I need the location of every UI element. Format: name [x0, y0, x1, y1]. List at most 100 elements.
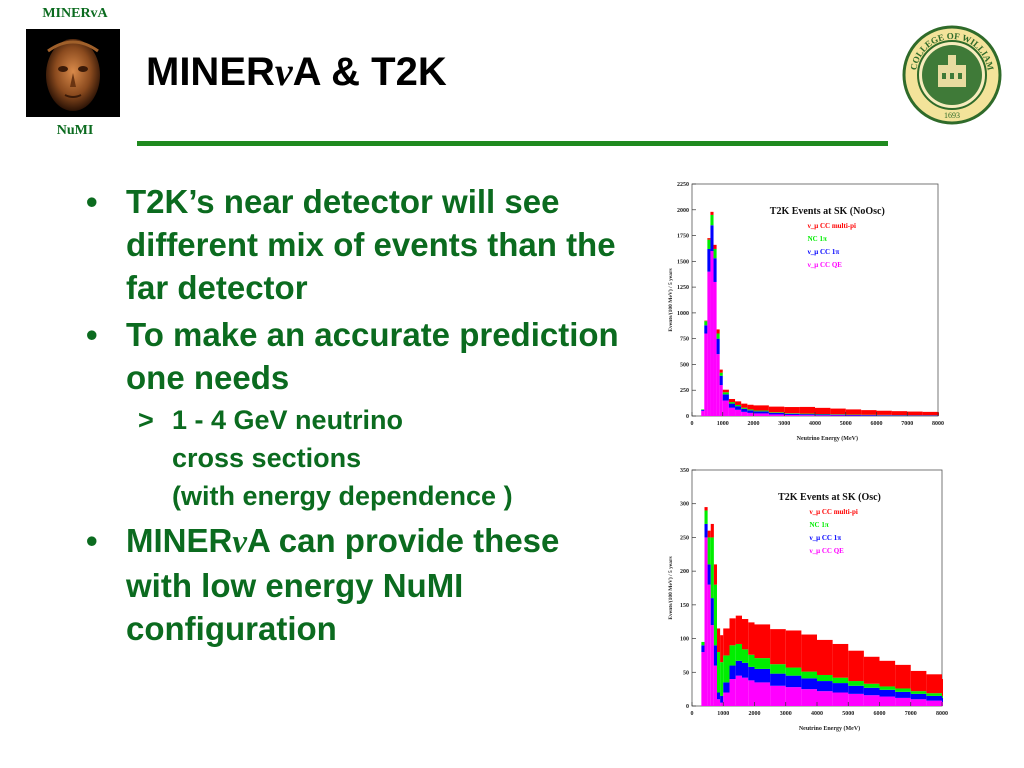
- bar-segment: [817, 674, 833, 682]
- numi-brand-label: NuMI: [56, 123, 94, 138]
- bar-segment: [707, 537, 711, 565]
- y-tick-label: 250: [680, 388, 689, 394]
- bar-segment: [723, 692, 730, 706]
- y-tick-label: 750: [680, 337, 689, 343]
- bar-segment: [785, 667, 802, 676]
- bar-segment: [938, 412, 939, 416]
- chart-noosc-svg: 0 1000 2000 3000 4000 5000 6000 7000 8000 0 250 500…: [667, 182, 944, 442]
- bar-segment: [710, 214, 714, 226]
- bar-segment: [768, 412, 785, 413]
- bar-segment: [707, 530, 711, 538]
- bullet-minerva-provides: • MINERνA can provide these with low ene…: [86, 519, 626, 650]
- bar-segment: [895, 688, 911, 692]
- bar-segment: [863, 683, 880, 688]
- bar-segment: [926, 693, 942, 696]
- bar-segment: [741, 408, 748, 412]
- bar-segment: [728, 407, 736, 416]
- bar-segment: [801, 671, 817, 679]
- bar-segment: [701, 410, 705, 416]
- y-tick-label: 1500: [677, 259, 689, 265]
- bar-segment: [704, 523, 708, 538]
- bar-segment: [942, 679, 943, 696]
- bar-segment: [713, 584, 717, 646]
- bar-segment: [704, 321, 708, 326]
- bar-segment: [753, 410, 769, 412]
- bar-segment: [832, 683, 849, 693]
- bar-segment: [754, 668, 771, 683]
- college-seal-logo: COLLEGE OF WILLIAM & MARY 1693: [898, 17, 1002, 125]
- bar-segment: [832, 643, 849, 678]
- bar-segment: [754, 658, 771, 669]
- bar-segment: [799, 415, 815, 416]
- bar-segment: [770, 664, 786, 674]
- bar-segment: [770, 629, 786, 665]
- plot-frame: [691, 183, 939, 417]
- bar-segment: [863, 695, 880, 706]
- bar-segment: [717, 699, 721, 706]
- bullet-text-post: A can provide these with low energy NuMI…: [126, 522, 560, 647]
- x-tick-label: 1000: [717, 421, 729, 427]
- y-tick-label: 1000: [677, 311, 689, 317]
- bar-segment: [728, 403, 736, 408]
- bar-segment: [716, 354, 720, 416]
- x-tick-label: 2000: [749, 711, 761, 717]
- bar-segment: [753, 405, 769, 411]
- bar-segment: [713, 564, 717, 585]
- bar-segment: [710, 251, 714, 416]
- bar-segment: [710, 211, 714, 215]
- y-tick-label: 0: [686, 704, 689, 710]
- bar-segment: [815, 415, 831, 416]
- y-tick-label: 200: [680, 569, 689, 575]
- y-tick-label: 300: [680, 502, 689, 508]
- x-tick-label: 3000: [780, 711, 792, 717]
- bar-segment: [784, 407, 800, 414]
- bar-segment: [799, 413, 815, 415]
- sub-bullet-line: 1 - 4 GeV neutrino: [172, 405, 404, 435]
- bar-segment: [735, 406, 742, 410]
- bar-segment: [729, 618, 736, 646]
- bar-segment: [876, 410, 892, 415]
- legend-entry: NC 1π: [808, 235, 827, 243]
- legend-entry: ν_μ CC 1π: [807, 248, 840, 256]
- bar-segment: [735, 660, 742, 676]
- bar-segment: [922, 411, 938, 416]
- bar-segment: [942, 695, 943, 698]
- bar-segment: [747, 409, 754, 411]
- bar-segment: [942, 697, 943, 702]
- x-tick-label: 8000: [936, 711, 948, 717]
- x-tick-label: 6000: [874, 711, 886, 717]
- y-tick-label: 150: [680, 603, 689, 609]
- bar-segment: [863, 656, 880, 684]
- svg-text:1693: 1693: [944, 111, 960, 120]
- chart-osc-svg: 0 1000 2000 3000 4000 5000 6000 7000 8000 0 50 100 1…: [667, 468, 948, 732]
- x-tick-label: 4000: [809, 421, 821, 427]
- bar-segment: [716, 338, 720, 355]
- bar-segment: [707, 584, 711, 706]
- bar-segment: [713, 258, 717, 282]
- bar-segment: [926, 695, 942, 701]
- bar-segment: [784, 413, 800, 415]
- bar-segment: [722, 389, 729, 393]
- bar-segment: [785, 687, 802, 706]
- bar-segment: [722, 400, 729, 416]
- bar-segment: [879, 696, 896, 706]
- bar-segment: [735, 401, 742, 405]
- bar-segment: [907, 411, 923, 416]
- bar-segment: [729, 645, 736, 666]
- y-axis-label: Events/(100 MeV) / 5 years: [667, 268, 674, 331]
- bullet-glyph: •: [86, 316, 98, 353]
- bar-segment: [815, 407, 831, 415]
- x-axis-label: Neutrino Energy (MeV): [799, 725, 860, 732]
- bar-segment: [754, 624, 771, 659]
- bar-segment: [910, 670, 927, 692]
- bar-segment: [895, 691, 911, 698]
- bar-segment: [830, 414, 846, 416]
- bar-segment: [701, 652, 705, 706]
- bar-segment: [770, 673, 786, 686]
- y-tick-label: 100: [680, 637, 689, 643]
- bar-segment: [701, 409, 705, 410]
- bullet-list: • T2K’s near detector will see different…: [86, 180, 626, 654]
- bar-segment: [713, 248, 717, 259]
- legend-entry: NC 1π: [810, 521, 829, 529]
- bar-segment: [748, 622, 755, 655]
